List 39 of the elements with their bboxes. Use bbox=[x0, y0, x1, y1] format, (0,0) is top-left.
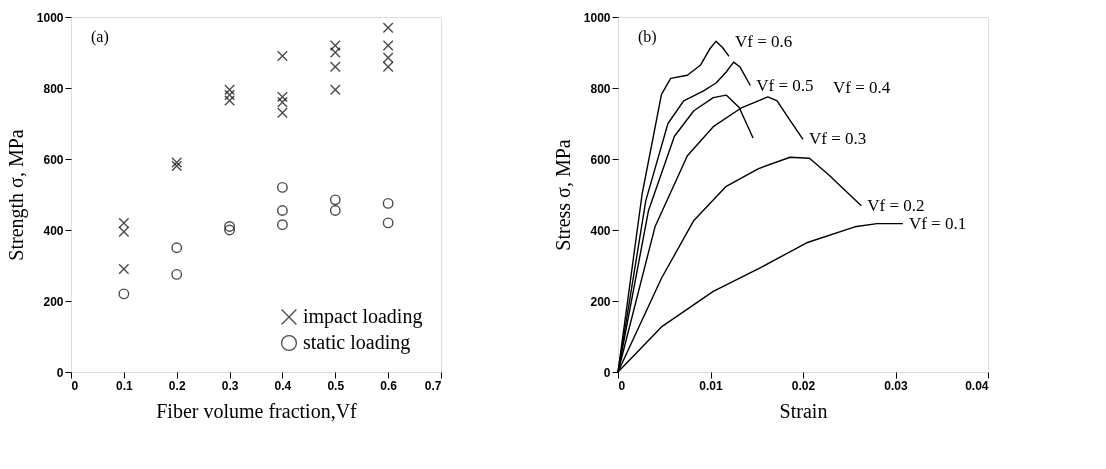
series-label: Vf = 0.1 bbox=[908, 213, 967, 233]
series-label: Vf = 0.3 bbox=[809, 129, 867, 149]
series-label: Vf = 0.5 bbox=[756, 75, 814, 95]
x-tick-label: 0 bbox=[618, 378, 626, 393]
x-tick-label: 0.03 bbox=[884, 378, 908, 393]
x-tick-label: 0.04 bbox=[965, 378, 989, 393]
y-tick-label: 400 bbox=[43, 223, 64, 238]
x-tick-label: 0.2 bbox=[168, 378, 186, 393]
y-tick-label: 400 bbox=[590, 223, 611, 238]
y-tick-label: 800 bbox=[43, 81, 64, 96]
y-axis-title: Strength σ, MPa bbox=[4, 129, 28, 261]
y-tick-label: 1000 bbox=[583, 10, 611, 25]
annotation: (a) bbox=[91, 28, 109, 46]
y-tick-label: 0 bbox=[56, 365, 64, 380]
series-label: Vf = 0.2 bbox=[867, 195, 925, 215]
y-axis-title: Stress σ, MPa bbox=[551, 139, 574, 251]
x-axis-title: Fiber volume fraction,Vf bbox=[156, 399, 358, 422]
y-tick-label: 1000 bbox=[36, 10, 64, 25]
x-tick-label: 0.01 bbox=[699, 378, 723, 393]
x-tick-label: 0.02 bbox=[791, 378, 816, 393]
x-tick-label: 0.1 bbox=[116, 378, 134, 393]
x-tick-label: 0.5 bbox=[327, 378, 345, 393]
legend-label: static loading bbox=[303, 331, 411, 354]
x-tick-label: 0.3 bbox=[221, 378, 239, 393]
y-tick-label: 0 bbox=[603, 365, 611, 380]
series-label: Vf = 0.6 bbox=[735, 32, 793, 52]
y-tick-label: 600 bbox=[43, 152, 64, 167]
x-tick-label: 0.7 bbox=[424, 378, 442, 393]
y-tick-label: 200 bbox=[43, 294, 64, 309]
y-tick-label: 600 bbox=[590, 152, 611, 167]
annotation: (b) bbox=[638, 28, 657, 46]
y-tick-label: 200 bbox=[590, 294, 611, 309]
x-tick-label: 0.4 bbox=[274, 378, 292, 393]
x-axis-title: Strain bbox=[779, 399, 828, 422]
x-tick-label: 0 bbox=[71, 378, 79, 393]
text: Vf = 0.4 bbox=[833, 78, 891, 98]
legend-label: impact loading bbox=[303, 305, 423, 328]
x-tick-label: 0.6 bbox=[380, 378, 398, 393]
y-tick-label: 800 bbox=[590, 81, 611, 96]
